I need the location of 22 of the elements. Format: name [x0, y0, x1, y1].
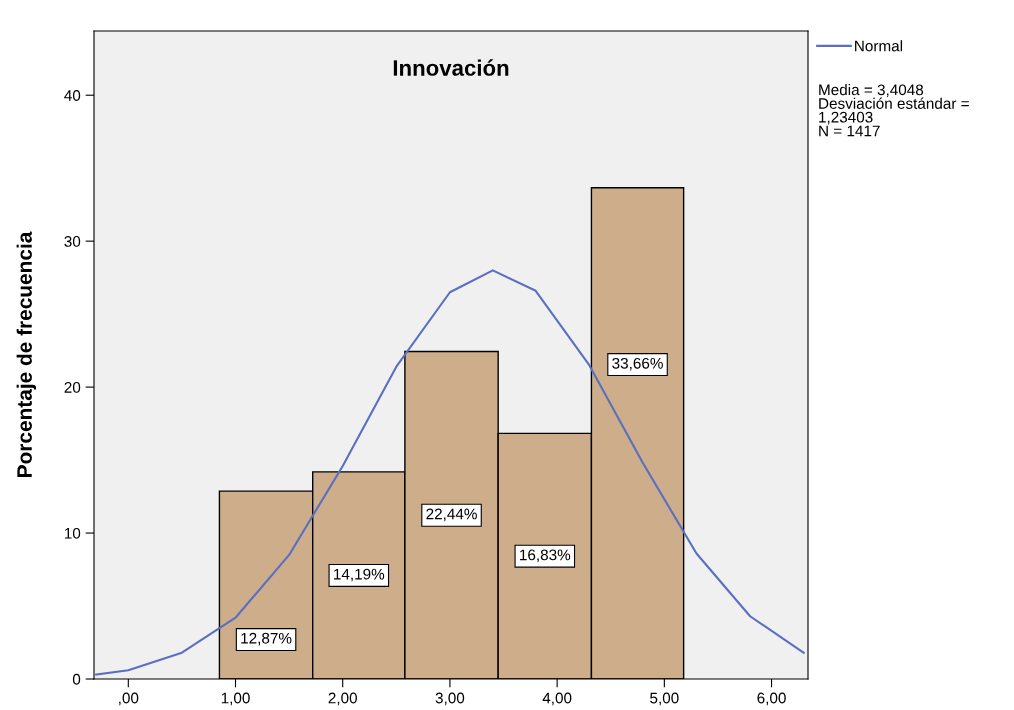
x-tick-label: ,00: [119, 692, 139, 706]
y-axis-title: Porcentaje de frecuencia: [16, 231, 37, 477]
legend-label: Normal: [855, 40, 903, 52]
data-label: 22,44%: [426, 508, 477, 522]
x-tick-label: 5,00: [650, 692, 679, 706]
data-label: 33,66%: [612, 357, 663, 371]
x-tick-label: 1,00: [221, 692, 250, 706]
y-tick-label: 40: [64, 90, 81, 101]
text: Innovación: [393, 59, 509, 76]
y-tick-label: 30: [64, 236, 81, 247]
x-tick-label: 3,00: [435, 692, 465, 706]
y-tick-label: 0: [72, 673, 81, 685]
x-tick-label: 2,00: [328, 692, 357, 706]
y-tick-label: 10: [64, 527, 81, 539]
line-series: [95, 269, 805, 676]
data-label: 16,83%: [520, 549, 571, 563]
x-tick-label: 4,00: [542, 692, 572, 706]
data-label: 14,19%: [334, 568, 385, 582]
text: Media = 3,4048 Desviación estándar = 1,23403 N = 1417: [819, 84, 969, 137]
x-tick-label: 6,00: [757, 692, 786, 706]
data-label: 12,87%: [241, 632, 292, 646]
y-tick-label: 20: [64, 381, 81, 393]
